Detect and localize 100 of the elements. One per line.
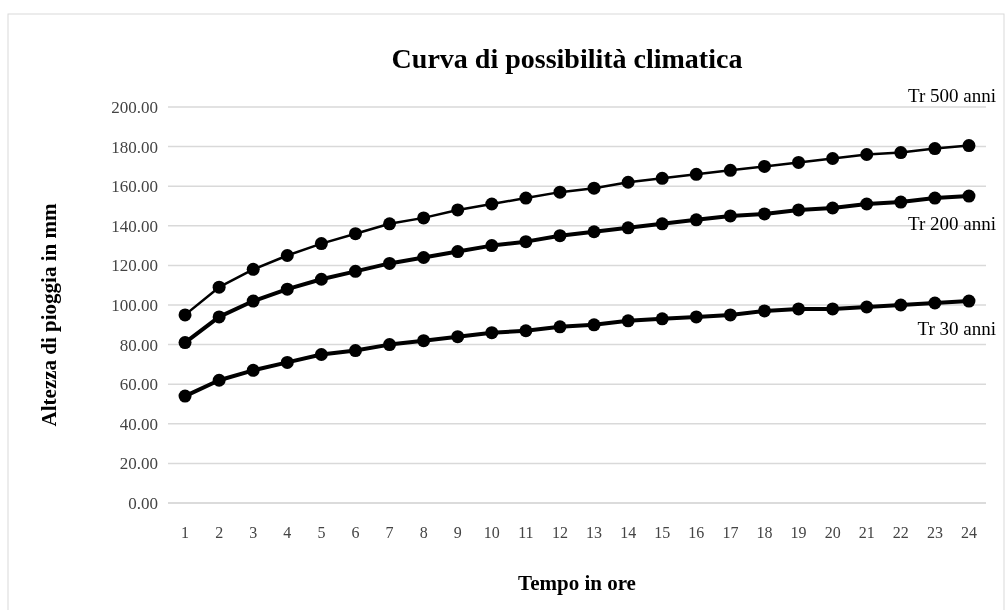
x-tick-label: 7 [385,524,394,541]
x-tick-label: 8 [419,524,428,541]
point [417,250,431,264]
point [383,256,397,270]
y-tick-label: 100.00 [111,295,158,315]
point [723,209,737,223]
point [655,217,669,231]
x-tick-label: 22 [892,524,909,541]
point [860,300,874,314]
point [348,264,362,278]
point [587,181,601,195]
point [894,146,908,160]
y-tick-label: 200.00 [111,97,158,117]
point [792,155,806,169]
point [962,294,976,308]
point [280,355,294,369]
point [451,245,465,259]
point [212,310,226,324]
x-tick-label: 9 [453,524,462,541]
point [451,330,465,344]
point [655,312,669,326]
point [894,195,908,209]
point [587,225,601,239]
y-tick-label: 80.00 [119,335,158,355]
x-tick-label: 21 [858,524,875,541]
point [519,191,533,205]
point [723,308,737,322]
point [928,191,942,205]
point [178,308,192,322]
point [417,211,431,225]
x-tick-label: 20 [824,524,841,541]
point [621,175,635,189]
point [212,280,226,294]
y-tick-label: 40.00 [119,414,158,434]
text: Tr 500 anni [908,84,996,106]
point [553,320,567,334]
x-tick-label: 10 [483,524,500,541]
point [757,159,771,173]
point [962,189,976,203]
point [451,203,465,217]
point [246,294,260,308]
point [655,171,669,185]
x-tick-label: 24 [960,524,977,541]
x-tick-label: 19 [790,524,807,541]
point [314,272,328,286]
point [894,298,908,312]
y-tick-label: 160.00 [111,177,158,197]
x-tick-label: 5 [317,524,326,541]
x-tick-label: 1 [181,524,190,541]
point [212,373,226,387]
x-tick-label: 13 [586,524,603,541]
point [519,235,533,249]
point [348,227,362,241]
y-tick-label: 0.00 [128,493,158,513]
point [826,151,840,165]
y-tick-label: 140.00 [111,216,158,236]
point [348,344,362,358]
point [553,229,567,243]
point [826,201,840,215]
x-axis-title: Tempo in ore [518,571,636,595]
point [485,197,499,211]
x-tick-label: 16 [688,524,705,541]
point [621,314,635,328]
point [383,338,397,352]
x-tick-label: 12 [551,524,568,541]
point [928,142,942,156]
point [689,167,703,181]
y-tick-label: 120.00 [111,256,158,276]
chart-title: Curva di possibilità climatica [391,43,743,74]
point [723,163,737,177]
point [587,318,601,332]
point [928,296,942,310]
point [314,237,328,251]
point [246,262,260,276]
point [757,207,771,221]
point [246,363,260,377]
point [826,302,840,316]
point [792,302,806,316]
y-tick-label: 60.00 [119,375,158,395]
point [417,334,431,348]
y-axis-title: Altezza di pioggia in mm [37,203,61,427]
x-tick-label: 18 [756,524,773,541]
x-tick-label: 14 [620,524,637,541]
point [485,239,499,253]
x-tick-label: 6 [351,524,360,541]
x-tick-label: 17 [722,524,739,541]
point [689,310,703,324]
y-tick-label: 20.00 [119,454,158,474]
point [178,336,192,350]
series-label: Tr 200 anni [908,213,996,235]
point [280,282,294,296]
point [519,324,533,338]
point [792,203,806,217]
point [314,348,328,361]
point [689,213,703,227]
point [383,217,397,231]
y-tick-label: 180.00 [111,137,158,157]
x-tick-label: 11 [518,524,534,541]
x-tick-label: 2 [215,524,224,541]
x-tick-label: 23 [926,524,943,541]
